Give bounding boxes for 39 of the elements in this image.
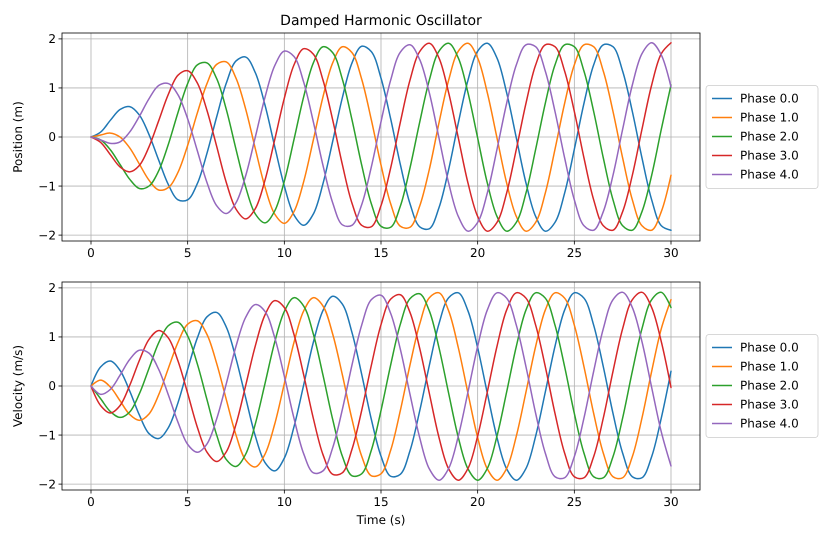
legend-label: Phase 4.0 [740, 168, 799, 182]
x-tick-label: 0 [87, 495, 95, 509]
y-axis-title: Velocity (m/s) [11, 344, 25, 428]
legend-label: Phase 3.0 [740, 148, 799, 163]
y-tick-label: −1 [38, 179, 56, 194]
x-tick-label: 5 [184, 246, 192, 260]
legend-label: Phase 2.0 [740, 130, 799, 144]
legend-label: Phase 1.0 [740, 360, 799, 374]
y-tick-label: 1 [48, 330, 56, 344]
y-tick-label: 0 [48, 379, 56, 394]
y-tick-label: −2 [38, 228, 56, 242]
x-tick-label: 0 [87, 246, 95, 260]
legend-label: Phase 2.0 [740, 378, 799, 393]
x-tick-label: 30 [663, 246, 679, 260]
x-axis-title: Time (s) [356, 513, 406, 527]
legend-label: Phase 0.0 [740, 340, 799, 355]
x-tick-label: 15 [373, 495, 389, 509]
x-tick-label: 5 [184, 495, 192, 509]
y-tick-label: 2 [48, 281, 56, 296]
y-tick-label: 1 [48, 81, 56, 96]
x-tick-label: 30 [663, 495, 679, 509]
y-tick-label: −1 [38, 428, 56, 442]
y-tick-label: −2 [38, 477, 56, 492]
x-tick-label: 25 [566, 495, 582, 509]
x-tick-label: 25 [566, 246, 582, 260]
legend-label: Phase 1.0 [740, 110, 799, 125]
y-tick-label: 2 [48, 32, 56, 46]
x-tick-label: 10 [276, 495, 292, 509]
x-tick-label: 15 [373, 246, 389, 260]
chart-title: Damped Harmonic Oscillator [280, 13, 482, 29]
y-tick-label: 0 [48, 130, 56, 144]
legend-label: Phase 3.0 [740, 398, 799, 412]
x-tick-label: 20 [470, 246, 486, 260]
y-axis-title: Position (m) [11, 101, 25, 173]
x-tick-label: 10 [276, 246, 292, 260]
legend-label: Phase 4.0 [740, 416, 799, 431]
legend-label: Phase 0.0 [740, 92, 799, 106]
line-series [90, 292, 672, 481]
x-tick-label: 20 [470, 495, 486, 509]
